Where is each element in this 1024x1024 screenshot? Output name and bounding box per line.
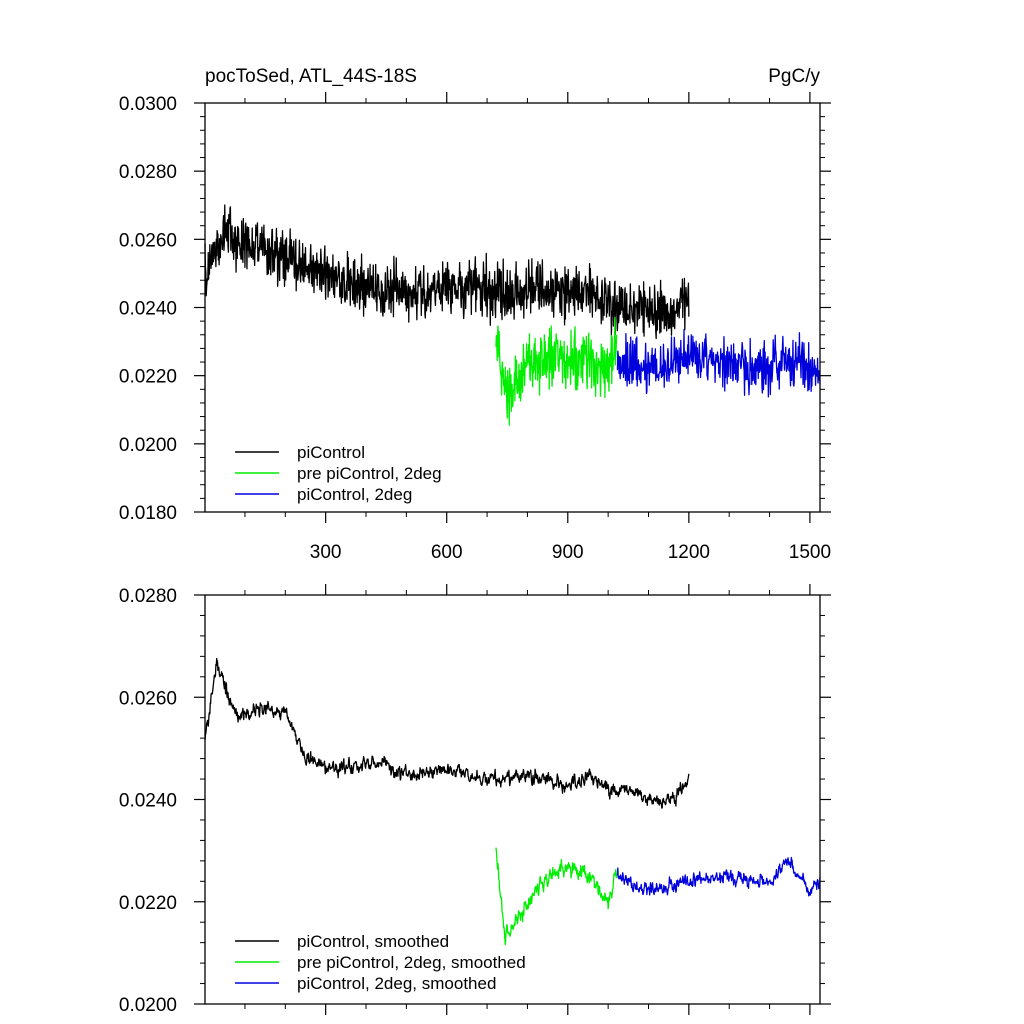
top-x-tick-label: 1500	[789, 542, 831, 563]
top-y-tick-label: 0.0280	[119, 162, 177, 183]
top-plot-frame	[204, 102, 821, 513]
bottom-y-tick-label: 0.0260	[119, 688, 177, 709]
bottom-series-line-2	[495, 847, 618, 946]
bottom-y-tick-label: 0.0220	[119, 893, 177, 914]
top-y-tick-label: 0.0180	[119, 503, 177, 524]
top-title-left: pocToSed, ATL_44S-18S	[205, 66, 417, 87]
bottom-plot-frame	[204, 594, 821, 1005]
top-y-tick-label: 0.0260	[119, 230, 177, 251]
bottom-series-line-3	[616, 856, 821, 897]
top-y-tick-label: 0.0240	[119, 299, 177, 320]
bottom-legend: piControl, smoothed pre piControl, 2deg, …	[235, 932, 526, 993]
top-y-tick-label: 0.0220	[119, 367, 177, 388]
top-series-line-2	[495, 316, 618, 426]
bottom-legend-label: pre piControl, 2deg, smoothed	[297, 953, 526, 972]
bottom-panel: 0.0200 0.0220 0.0240 0.0260 0.0280 piControl…	[119, 584, 831, 1016]
top-series-line-3	[616, 328, 821, 398]
top-x-tick-label: 300	[310, 542, 342, 563]
top-y-tick-label: 0.0300	[119, 94, 177, 115]
top-x-tick-label: 900	[552, 542, 584, 563]
bottom-series-line-1	[204, 657, 690, 809]
bottom-legend-label: piControl, 2deg, smoothed	[297, 974, 496, 993]
top-legend-label: pre piControl, 2deg	[297, 464, 442, 483]
top-legend-label: piControl	[297, 443, 365, 462]
top-legend-label: piControl, 2deg	[297, 485, 412, 504]
top-legend: piControl pre piControl, 2deg piControl, 2…	[235, 443, 442, 504]
bottom-y-tick-label: 0.0200	[119, 995, 177, 1016]
bottom-legend-label: piControl, smoothed	[297, 932, 449, 951]
bottom-y-tick-label: 0.0240	[119, 791, 177, 812]
bottom-y-tick-label: 0.0280	[119, 586, 177, 607]
top-x-tick-label: 1200	[668, 542, 710, 563]
top-panel: pocToSed, ATL_44S-18S PgC/y 0.0180 0.0200…	[119, 66, 831, 563]
top-title-right: PgC/y	[768, 66, 820, 87]
top-series-line-1	[204, 204, 690, 340]
top-y-tick-label: 0.0200	[119, 435, 177, 456]
top-x-tick-label: 600	[431, 542, 463, 563]
